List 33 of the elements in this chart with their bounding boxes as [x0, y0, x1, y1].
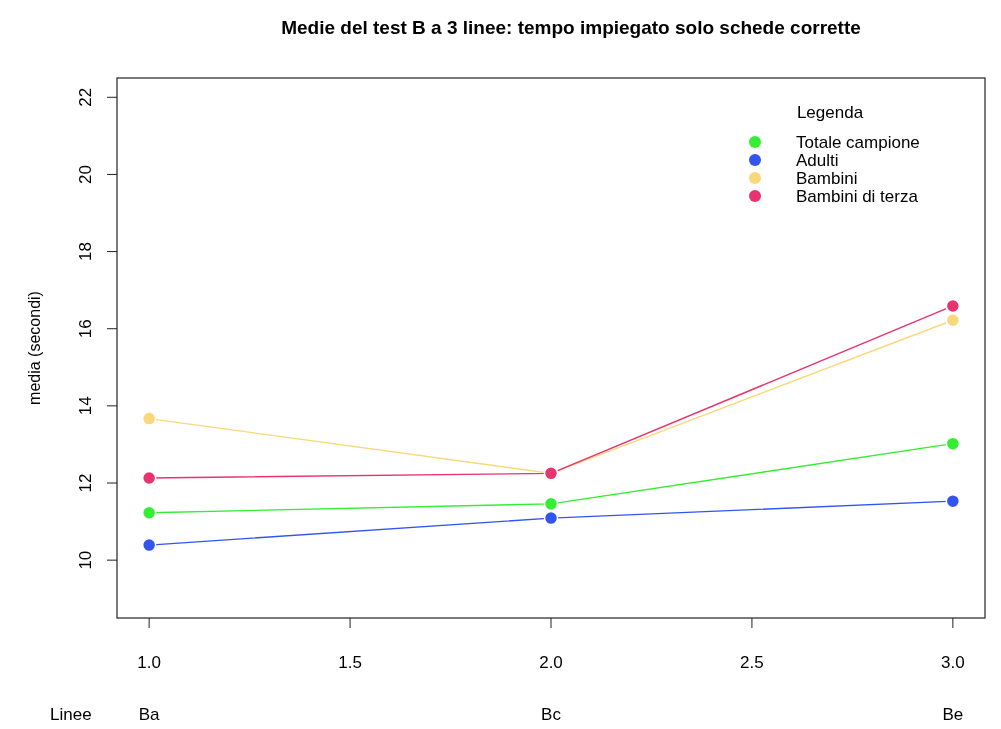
- y-tick-label: 18: [76, 242, 95, 262]
- legend-title: Legenda: [796, 103, 864, 122]
- point: [543, 510, 559, 526]
- text: Be: [942, 705, 964, 724]
- legend-label: Bambini: [796, 169, 858, 188]
- y-tick-label: 10: [76, 550, 95, 570]
- text: Bc: [541, 705, 562, 724]
- point: [945, 493, 961, 509]
- x-tick-label: 1.0: [137, 653, 161, 672]
- y-tick-label: 20: [76, 164, 95, 184]
- point: [141, 411, 157, 426]
- y-tick-label: 16: [76, 319, 95, 339]
- point: [543, 496, 559, 512]
- x-tick-label: 3.0: [941, 653, 965, 672]
- x-tick-label: 2.0: [539, 653, 563, 672]
- point: [141, 505, 157, 520]
- text: Linee: [50, 705, 92, 724]
- point: [141, 470, 157, 486]
- y-tick-label: 22: [76, 87, 95, 107]
- point: [945, 436, 961, 451]
- text: Ba: [138, 705, 161, 724]
- y-tick-label: 12: [76, 473, 95, 493]
- y-tick-label: 14: [76, 396, 95, 416]
- x-tick-label: 2.5: [740, 653, 764, 672]
- y-axis-title: media (secondi): [26, 291, 43, 405]
- legend-label: Bambini di terza: [796, 187, 919, 206]
- legend-label: Totale campione: [796, 133, 920, 152]
- point: [141, 537, 157, 553]
- legend-label: Adulti: [796, 151, 839, 170]
- chart-title: Medie del test B a 3 linee: tempo impiegato solo schede corrette: [281, 17, 861, 38]
- x-tick-label: 1.5: [338, 653, 362, 672]
- point: [945, 312, 961, 328]
- point: [945, 298, 961, 314]
